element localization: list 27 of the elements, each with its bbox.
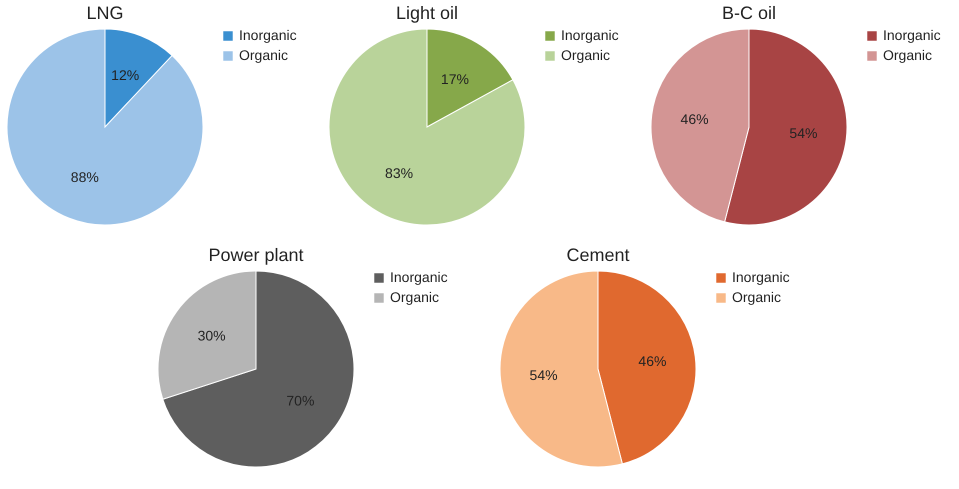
legend-label: Organic bbox=[390, 289, 440, 305]
data-label: 17% bbox=[440, 70, 469, 87]
chart-title: Light oil bbox=[396, 3, 458, 23]
legend-label: Organic bbox=[732, 289, 782, 305]
legend-label: Inorganic bbox=[239, 27, 297, 43]
pie-slice bbox=[328, 28, 526, 226]
legend-label: Organic bbox=[561, 47, 610, 63]
legend-label: Inorganic bbox=[390, 269, 448, 285]
chart-title: Cement bbox=[566, 245, 630, 265]
data-label: 54% bbox=[789, 124, 818, 141]
data-label: 46% bbox=[638, 353, 666, 370]
data-label: 46% bbox=[680, 111, 709, 128]
data-label: 54% bbox=[530, 366, 558, 383]
chart-title: Power plant bbox=[208, 245, 304, 265]
pie-slice bbox=[6, 28, 204, 226]
chart-title: B-C oil bbox=[722, 3, 776, 23]
data-label: 88% bbox=[70, 169, 99, 186]
legend-label: Organic bbox=[239, 47, 288, 63]
legend-label: Inorganic bbox=[883, 27, 941, 43]
data-label: 70% bbox=[286, 392, 314, 408]
legend-label: Inorganic bbox=[732, 269, 790, 285]
chart-title: LNG bbox=[86, 3, 124, 23]
data-label: 30% bbox=[198, 328, 226, 344]
legend-label: Inorganic bbox=[561, 27, 619, 43]
data-label: 12% bbox=[111, 66, 140, 83]
legend-label: Organic bbox=[883, 47, 932, 63]
data-label: 83% bbox=[385, 165, 414, 182]
